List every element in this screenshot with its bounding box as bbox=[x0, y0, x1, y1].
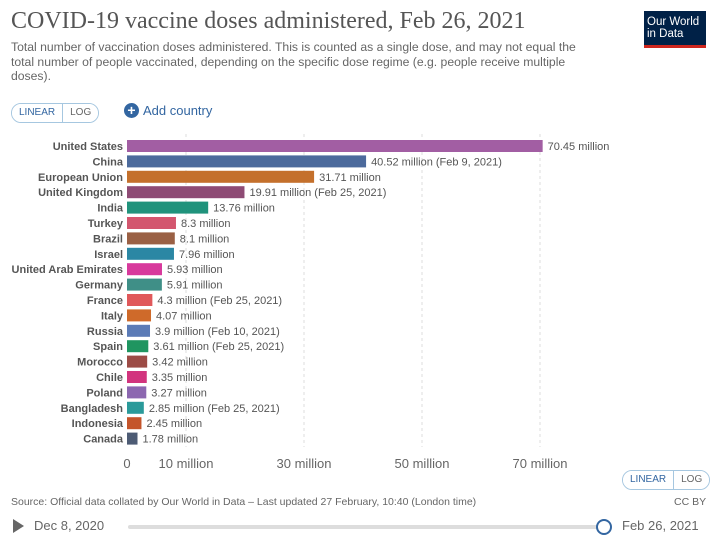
bar bbox=[127, 201, 209, 214]
category-label: China bbox=[92, 156, 123, 168]
bar bbox=[127, 278, 162, 291]
value-label: 70.45 million bbox=[548, 141, 610, 153]
linear-scale-button-bottom[interactable]: LINEAR bbox=[623, 471, 675, 489]
bar bbox=[127, 386, 147, 399]
x-tick-label: 10 million bbox=[159, 456, 214, 471]
scale-toggle-top: LINEAR LOG bbox=[11, 103, 100, 123]
scale-toggle-bottom: LINEAR LOG bbox=[622, 470, 711, 490]
category-label: Bangladesh bbox=[61, 403, 124, 415]
x-tick-label: 30 million bbox=[277, 456, 332, 471]
value-label: 4.3 million (Feb 25, 2021) bbox=[157, 295, 282, 307]
category-label: Brazil bbox=[93, 233, 123, 245]
bar bbox=[127, 432, 138, 445]
value-label: 1.78 million bbox=[143, 434, 199, 446]
value-label: 3.42 million bbox=[152, 357, 208, 369]
category-label: India bbox=[97, 203, 124, 215]
owid-logo[interactable]: Our World in Data bbox=[644, 11, 706, 48]
bar bbox=[127, 247, 174, 260]
category-label: Indonesia bbox=[72, 418, 124, 430]
license-link[interactable]: CC BY bbox=[674, 496, 707, 508]
bar bbox=[127, 170, 315, 183]
log-scale-button[interactable]: LOG bbox=[63, 104, 99, 122]
category-label: Italy bbox=[101, 310, 124, 322]
bar bbox=[127, 217, 176, 229]
category-label: Spain bbox=[93, 341, 123, 353]
bar bbox=[127, 232, 175, 245]
category-label: United States bbox=[53, 141, 123, 153]
value-label: 8.1 million bbox=[180, 233, 230, 245]
value-label: 19.91 million (Feb 25, 2021) bbox=[249, 187, 386, 199]
bar-chart: 0 10 million 30 million 50 million 70 millio… bbox=[12, 134, 610, 471]
bar bbox=[127, 324, 151, 337]
bar bbox=[127, 371, 147, 383]
x-tick-label: 70 million bbox=[513, 456, 568, 471]
add-country-label: Add country bbox=[143, 103, 213, 118]
value-label: 2.85 million (Feb 25, 2021) bbox=[149, 403, 280, 415]
play-icon[interactable] bbox=[13, 519, 24, 533]
value-label: 3.27 million bbox=[151, 387, 207, 399]
plus-icon: + bbox=[124, 103, 139, 118]
value-label: 5.91 million bbox=[167, 280, 223, 292]
source-note: Source: Official data collated by Our Wo… bbox=[11, 496, 477, 508]
bar bbox=[127, 140, 543, 152]
add-country-button[interactable]: + Add country bbox=[124, 103, 212, 118]
value-label: 8.3 million bbox=[181, 218, 231, 230]
bar bbox=[127, 417, 142, 430]
value-label: 3.9 million (Feb 10, 2021) bbox=[155, 326, 280, 338]
value-label: 13.76 million bbox=[213, 203, 275, 215]
value-label: 3.35 million bbox=[152, 372, 208, 384]
logo-line-2: in Data bbox=[647, 28, 684, 40]
bar bbox=[127, 186, 245, 199]
category-label: Poland bbox=[86, 387, 123, 399]
value-label: 2.45 million bbox=[146, 418, 202, 430]
bar bbox=[127, 355, 148, 368]
bar bbox=[127, 340, 149, 353]
value-label: 5.93 million bbox=[167, 264, 223, 276]
bar bbox=[127, 155, 367, 168]
log-scale-button-bottom[interactable]: LOG bbox=[674, 471, 710, 489]
chart-subtitle: Total number of vaccination doses admini… bbox=[11, 40, 576, 83]
category-label: European Union bbox=[38, 172, 123, 184]
bar bbox=[127, 309, 152, 322]
bar bbox=[127, 263, 162, 276]
category-label: France bbox=[87, 295, 123, 307]
timeline-start-date: Dec 8, 2020 bbox=[34, 518, 105, 533]
logo-line-1: Our World bbox=[647, 16, 700, 28]
category-label: Canada bbox=[83, 434, 124, 446]
category-label: Russia bbox=[87, 326, 124, 338]
bar bbox=[127, 401, 144, 414]
category-label: Israel bbox=[94, 249, 123, 261]
value-label: 7.96 million bbox=[179, 249, 235, 261]
value-label: 4.07 million bbox=[156, 310, 212, 322]
value-label: 40.52 million (Feb 9, 2021) bbox=[371, 156, 502, 168]
category-label: United Arab Emirates bbox=[12, 264, 123, 276]
bar bbox=[127, 294, 153, 306]
value-label: 3.61 million (Feb 25, 2021) bbox=[153, 341, 284, 353]
timeline-track[interactable] bbox=[128, 525, 603, 529]
category-label: Chile bbox=[96, 372, 123, 384]
timeline-handle[interactable] bbox=[596, 519, 612, 535]
x-tick-label: 50 million bbox=[395, 456, 450, 471]
category-label: Germany bbox=[75, 280, 124, 292]
chart-title: COVID-19 vaccine doses administered, Feb… bbox=[11, 8, 526, 34]
x-tick-label: 0 bbox=[123, 456, 130, 471]
category-label: Morocco bbox=[77, 357, 123, 369]
value-label: 31.71 million bbox=[319, 172, 381, 184]
timeline: Dec 8, 2020 Feb 26, 2021 bbox=[11, 516, 711, 538]
timeline-end-date: Feb 26, 2021 bbox=[622, 518, 699, 533]
category-label: Turkey bbox=[88, 218, 124, 230]
linear-scale-button[interactable]: LINEAR bbox=[12, 104, 64, 122]
category-label: United Kingdom bbox=[38, 187, 123, 199]
